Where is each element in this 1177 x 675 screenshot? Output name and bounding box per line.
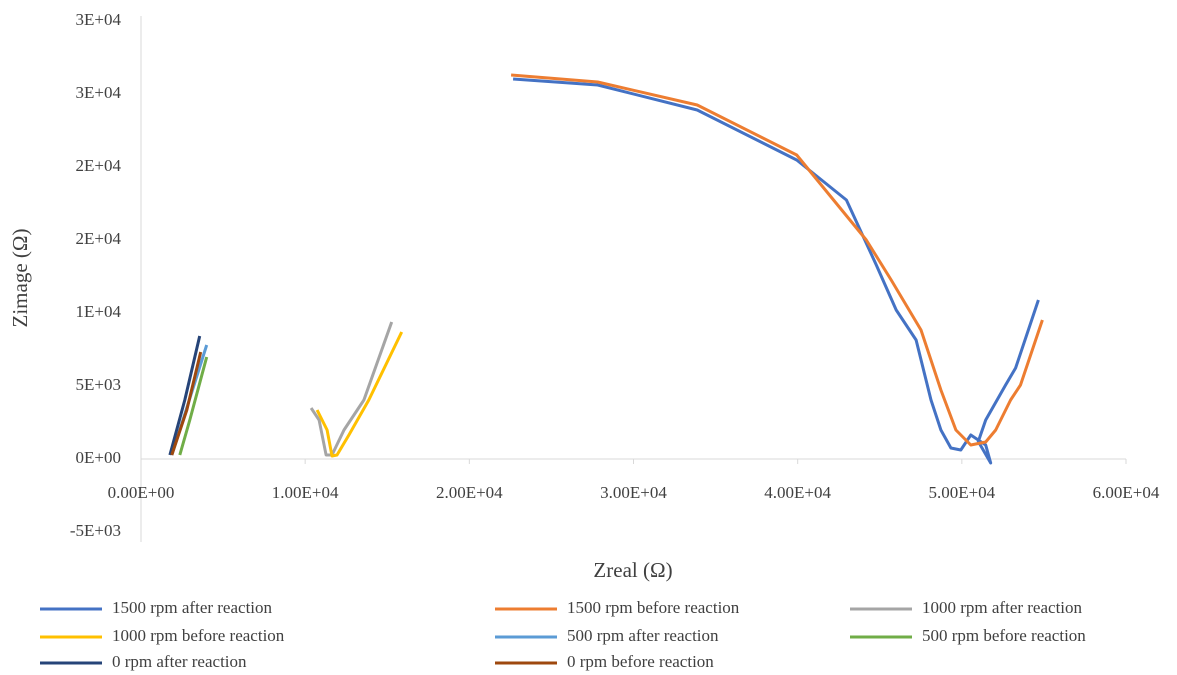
series-line (178, 356, 209, 456)
y-tick-label: 0E+00 (76, 448, 121, 467)
legend-label: 1000 rpm before reaction (112, 626, 285, 645)
y-tick-label: 5E+03 (76, 375, 121, 394)
y-tick-label: -5E+03 (70, 521, 121, 540)
legend-label: 1500 rpm before reaction (567, 598, 740, 617)
series-line (512, 77, 1040, 465)
x-tick-label: 2.00E+04 (436, 483, 503, 502)
series-line (315, 331, 404, 458)
y-tick-label: 3E+04 (76, 10, 122, 29)
series-line (309, 321, 394, 457)
y-tick-label: 2E+04 (76, 156, 122, 175)
legend-label: 1000 rpm after reaction (922, 598, 1083, 617)
y-tick-label: 3E+04 (76, 83, 122, 102)
legend-label: 500 rpm after reaction (567, 626, 719, 645)
legend-label: 0 rpm after reaction (112, 652, 247, 671)
x-tick-label: 3.00E+04 (600, 483, 667, 502)
legend-label: 500 rpm before reaction (922, 626, 1086, 645)
x-tick-label: 6.00E+04 (1093, 483, 1160, 502)
legend-label: 1500 rpm after reaction (112, 598, 273, 617)
y-axis-title: Zimage (Ω) (8, 229, 32, 328)
x-tick-label: 1.00E+04 (272, 483, 339, 502)
legend-label: 0 rpm before reaction (567, 652, 714, 671)
x-tick-label: 0.00E+00 (108, 483, 175, 502)
series-line (170, 351, 203, 456)
y-tick-label: 1E+04 (76, 302, 122, 321)
x-axis-title: Zreal (Ω) (593, 558, 672, 582)
y-tick-label: 2E+04 (76, 229, 122, 248)
series-line (510, 73, 1044, 447)
x-tick-label: 5.00E+04 (928, 483, 995, 502)
x-tick-label: 4.00E+04 (764, 483, 831, 502)
series-line (168, 335, 202, 456)
